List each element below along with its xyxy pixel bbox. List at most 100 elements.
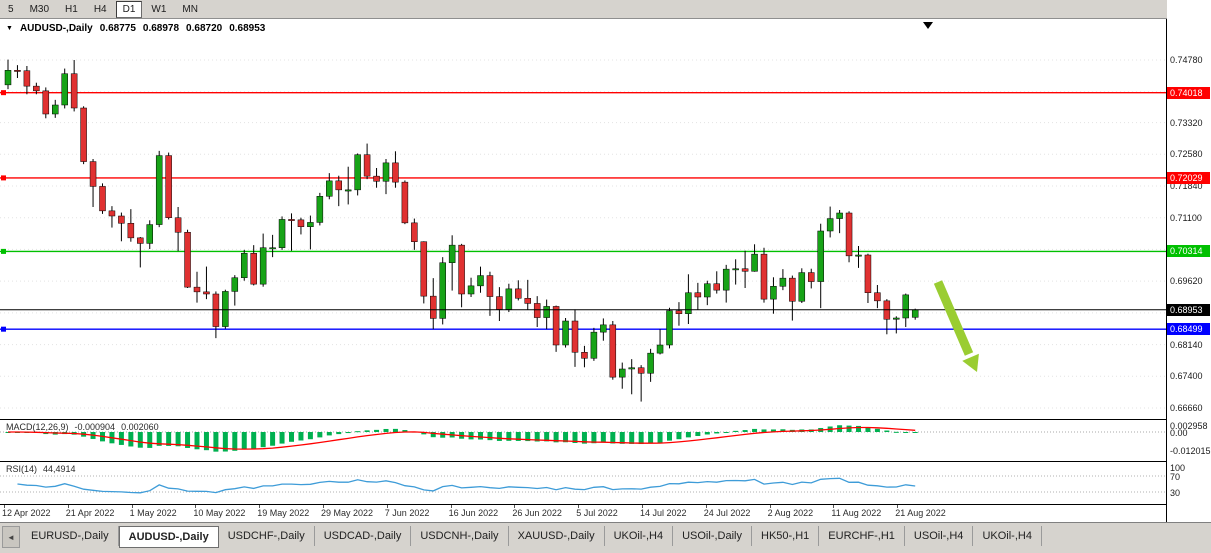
tab-ukoil-h4[interactable]: UKOil-,H4 <box>604 526 674 546</box>
macd-signal-line <box>8 426 916 450</box>
chart-ohlc-header: ▼ AUDUSD-,Daily 0.68775 0.68978 0.68720 … <box>6 23 265 34</box>
time-label: 1 May 2022 <box>129 508 177 518</box>
macd-bar <box>156 432 162 446</box>
price-axis-border <box>1166 19 1167 522</box>
chart-dropdown-icon[interactable]: ▼ <box>6 24 13 32</box>
macd-bar <box>468 432 474 440</box>
price-axis[interactable]: 0.74780 0.73320 0.72580 0.71840 0.71100 0.696… <box>1167 0 1211 522</box>
macd-bar <box>364 430 370 432</box>
macd-bar <box>884 430 890 432</box>
tab-audusd-daily[interactable]: AUDUSD-,Daily <box>118 526 219 548</box>
time-label: 29 May 2022 <box>321 508 374 518</box>
macd-bar <box>638 432 644 445</box>
macd-bar <box>723 432 729 433</box>
period-button-d1[interactable]: D1 <box>115 0 143 18</box>
rsi-axis-tick: 70 <box>1170 472 1181 482</box>
time-tick <box>833 505 835 508</box>
macd-bar <box>648 432 654 444</box>
tab-eurusd-daily[interactable]: EURUSD-,Daily <box>22 526 119 546</box>
ohlc-high: 0.68978 <box>142 23 180 34</box>
period-button-5[interactable]: 5 <box>8 3 14 15</box>
macd-bar <box>147 432 153 448</box>
period-button-h4[interactable]: H4 <box>93 3 107 15</box>
tab-scroll-left-button[interactable]: ◄ <box>2 526 20 548</box>
time-axis[interactable]: 12 Apr 2022 21 Apr 2022 1 May 2022 10 May 2… <box>0 505 1166 522</box>
period-button-w1[interactable]: W1 <box>151 3 167 15</box>
period-toolbar: 5 M30 H1 H4 D1 W1 MN <box>0 0 1211 19</box>
macd-bar <box>166 432 172 446</box>
chart-shift-marker-icon[interactable] <box>923 22 933 29</box>
macd-bar <box>761 429 767 432</box>
period-button-mn[interactable]: MN <box>182 3 198 15</box>
tab-usdcad-daily[interactable]: USDCAD-,Daily <box>314 526 412 546</box>
time-label: 19 May 2022 <box>257 508 310 518</box>
price-marker-0.74018: 0.74018 <box>1167 86 1210 99</box>
time-label: 10 May 2022 <box>193 508 246 518</box>
chart-tab-bar: ◄ EURUSD-,Daily AUDUSD-,Daily USDCHF-,Daily… <box>0 522 1211 553</box>
macd-bar <box>402 430 408 432</box>
price-marker-0.68953: 0.68953 <box>1167 303 1210 316</box>
macd-bar <box>270 432 276 446</box>
time-tick <box>769 505 771 508</box>
trend-arrow-head[interactable] <box>962 353 979 372</box>
macd-bar <box>893 431 899 433</box>
macd-bar <box>752 428 758 432</box>
rsi-line <box>17 477 916 494</box>
price-marker-0.68499: 0.68499 <box>1167 323 1210 336</box>
tab-ukoil-h4[interactable]: UKOil-,H4 <box>973 526 1042 546</box>
macd-bar <box>307 432 313 440</box>
time-tick <box>386 505 388 508</box>
macd-bar <box>903 432 909 433</box>
macd-bar <box>733 430 739 432</box>
macd-bar <box>241 432 247 450</box>
macd-bar <box>912 432 918 433</box>
macd-bar <box>345 432 351 434</box>
time-tick <box>705 505 707 508</box>
tab-xauusd-daily[interactable]: XAUUSD-,Daily <box>508 526 605 546</box>
macd-bar <box>128 432 134 447</box>
macd-axis-tick: -0.012015 <box>1170 446 1211 456</box>
macd-bar <box>279 432 285 444</box>
rsi-axis-tick: 100 <box>1170 463 1186 473</box>
time-label: 14 Jul 2022 <box>640 508 687 518</box>
macd-panel[interactable] <box>0 420 1166 462</box>
macd-bar <box>591 432 597 444</box>
macd-bar <box>478 432 483 440</box>
time-tick <box>897 505 899 508</box>
tab-eurchf-h1[interactable]: EURCHF-,H1 <box>819 526 905 546</box>
rsi-panel[interactable] <box>0 462 1166 505</box>
candles <box>4 59 919 402</box>
main-chart-panel[interactable] <box>0 19 1166 420</box>
rsi-axis-tick: 30 <box>1170 488 1181 498</box>
macd-axis-tick: 0.00 <box>1170 428 1188 438</box>
macd-bar <box>232 432 238 451</box>
period-button-h1[interactable]: H1 <box>65 3 78 15</box>
time-tick <box>578 505 580 508</box>
hline-anchor[interactable] <box>1 175 6 181</box>
macd-bar <box>137 432 143 448</box>
macd-bar <box>865 427 871 432</box>
macd-bar <box>515 432 521 441</box>
tab-usdchf-daily[interactable]: USDCHF-,Daily <box>218 526 315 546</box>
macd-bar <box>619 432 625 444</box>
macd-bar <box>213 432 219 452</box>
hline-anchor[interactable] <box>1 90 6 96</box>
macd-bar <box>553 432 559 443</box>
macd-bar <box>392 428 398 432</box>
tab-usoil-h4[interactable]: USOil-,H4 <box>904 526 974 546</box>
time-tick <box>4 505 5 508</box>
rsi-value: 44,4914 <box>43 464 76 474</box>
macd-bar <box>251 432 257 449</box>
tab-usoil-daily[interactable]: USOil-,Daily <box>673 526 752 546</box>
hline-anchor[interactable] <box>1 248 6 254</box>
tab-hk50-h1[interactable]: HK50-,H1 <box>752 526 820 546</box>
period-button-m30[interactable]: M30 <box>29 3 50 15</box>
trend-arrow[interactable] <box>933 280 974 356</box>
time-label: 26 Jun 2022 <box>512 508 562 518</box>
macd-bar <box>487 432 493 441</box>
macd-bar <box>846 425 852 432</box>
macd-name: MACD(12,26,9) <box>6 422 69 432</box>
tab-usdcnh-daily[interactable]: USDCNH-,Daily <box>411 526 509 546</box>
hline-anchor[interactable] <box>1 326 6 332</box>
macd-label: MACD(12,26,9) -0.000904 0.002060 <box>6 422 159 432</box>
